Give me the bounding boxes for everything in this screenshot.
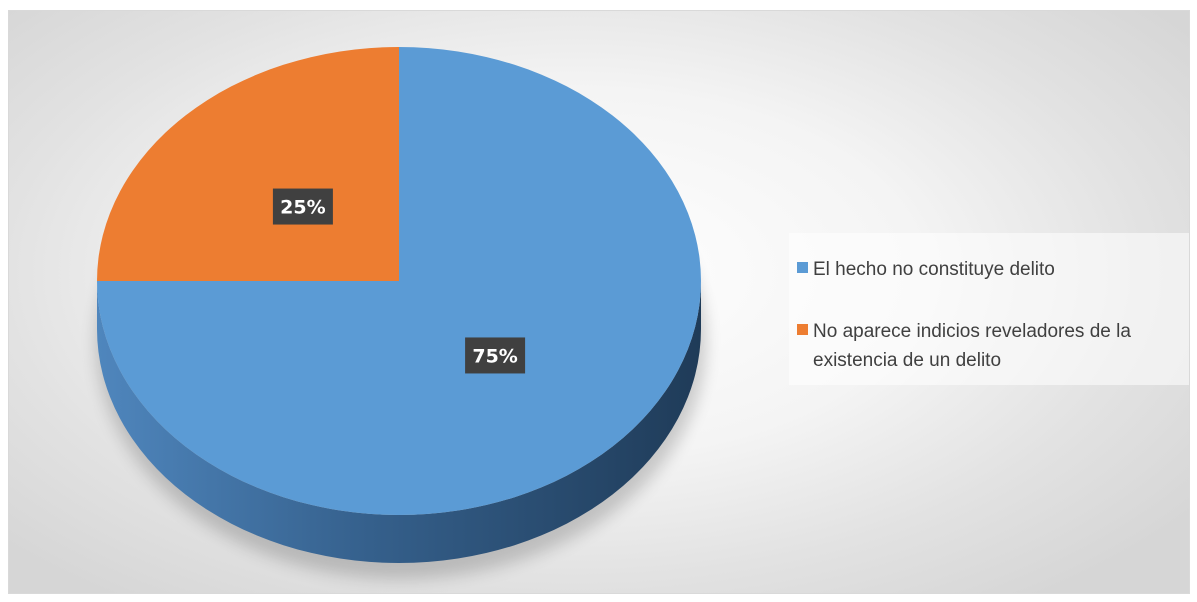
legend-item: No aparece indicios reveladores de la ex… [797,317,1178,375]
legend: El hecho no constituye delito No aparece… [789,233,1189,385]
pie-slices [97,47,701,515]
pie-slice [97,47,399,281]
data-labels: 75% 25% [272,188,526,374]
chart-area: 75% 25% El hecho no constituye delito No … [8,10,1190,594]
data-label-box [465,337,526,374]
pie-side-wall [97,281,701,563]
legend-swatch-icon [797,324,808,335]
legend-label: No aparece indicios reveladores de la ex… [813,321,1131,371]
pie-chart: 75% 25% [96,47,706,579]
data-label: 25% [280,197,325,219]
legend-swatch-icon [797,262,808,273]
data-label-box [272,188,333,225]
data-label: 75% [472,345,517,367]
legend-item: El hecho no constituye delito [797,255,1173,284]
legend-label: El hecho no constituye delito [813,259,1055,280]
